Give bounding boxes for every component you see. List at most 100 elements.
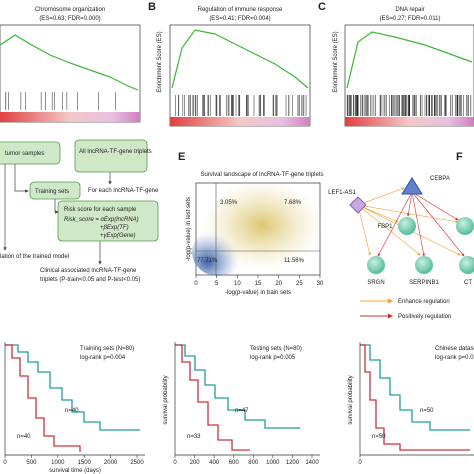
panel-title: DNA repair bbox=[395, 7, 424, 13]
formula: +γExp(Gene) bbox=[100, 233, 136, 239]
quadrant-label: 7.68% bbox=[284, 200, 302, 206]
x-tick-label: 0 bbox=[173, 460, 177, 466]
n-label: n=50 bbox=[372, 434, 386, 440]
km-plots: Training sets (N=80) log-rank p=0.004 n=40… bbox=[3, 342, 474, 474]
y-axis-label: -log(p-value) in test sets bbox=[186, 197, 192, 261]
barcode bbox=[346, 95, 472, 116]
km-curve bbox=[5, 344, 81, 452]
node-label: SRGN bbox=[367, 280, 384, 286]
panel-title: Regulation of immune response bbox=[198, 7, 283, 13]
flow-text: All lncRNA-TF-gene triplets bbox=[79, 149, 152, 155]
x-tick-label: 5 bbox=[215, 281, 219, 287]
quadrant-label: 3.05% bbox=[220, 200, 238, 206]
node-label: SERPINB1 bbox=[409, 280, 439, 286]
rank-bar bbox=[0, 112, 140, 122]
formula: +βExp(TF) bbox=[100, 225, 129, 231]
x-axis-label: survival time (days) bbox=[49, 468, 101, 474]
x-tick-label: 400 bbox=[209, 460, 220, 466]
panel-stats: (ES=0.41; FDR=0.004) bbox=[209, 16, 270, 22]
flow-arrows bbox=[3, 164, 112, 265]
flow-text: triplets (P-train<0.05 and P-test<0.05) bbox=[40, 277, 140, 283]
n-label: n=33 bbox=[187, 434, 201, 440]
x-tick-label: 10 bbox=[234, 281, 241, 287]
gene-node bbox=[459, 256, 474, 274]
panel-label: F bbox=[456, 151, 463, 163]
n-label: n=50 bbox=[420, 408, 434, 414]
tf-node bbox=[401, 177, 423, 195]
x-ticks: 0 5 10 15 20 25 30 bbox=[194, 275, 324, 287]
x-tick-label: 1000 bbox=[51, 460, 65, 466]
node-label: FBP1 bbox=[377, 224, 393, 230]
node-label: CEBPA bbox=[430, 176, 450, 182]
x-tick-label: 800 bbox=[248, 460, 259, 466]
x-tick-label: 20 bbox=[275, 281, 282, 287]
gene-node bbox=[398, 217, 416, 235]
panel-stats: (ES=0.27; FDR=0.011) bbox=[380, 16, 441, 22]
x-tick-label: 0 bbox=[194, 281, 198, 287]
km-curve bbox=[175, 344, 250, 451]
x-tick-label: 30 bbox=[317, 281, 324, 287]
panel-label: C bbox=[318, 1, 326, 13]
km-title: Training sets (N=80) bbox=[80, 346, 134, 352]
es-curve bbox=[346, 31, 473, 89]
x-axis-label: -log(p-value) in train sets bbox=[225, 290, 291, 296]
km-title: Testing sets (N=80) bbox=[250, 346, 302, 352]
x-tick-label: 15 bbox=[255, 281, 262, 287]
km-pvalue: log-rank p=0.005 bbox=[250, 355, 296, 361]
x-tick-label: 0 bbox=[3, 460, 7, 466]
node-label: LEF1-AS1 bbox=[328, 190, 356, 196]
quadrant-label: 77.71% bbox=[197, 258, 218, 264]
panel-title: Survival landscape of lncRNA-TF-gene tri… bbox=[200, 172, 323, 178]
km-title: Chinese dataset bbox=[435, 346, 474, 352]
x-tick-label: 200 bbox=[190, 460, 201, 466]
km-pvalue: log-rank p=0.004 bbox=[80, 355, 126, 361]
km-curve bbox=[5, 344, 140, 431]
scatter-cloud bbox=[192, 228, 244, 276]
legend-text: Enhance regulation bbox=[398, 299, 450, 305]
km-curve bbox=[360, 344, 470, 451]
gene-node bbox=[456, 217, 474, 235]
flow-text: Risk score for each sample bbox=[64, 207, 137, 213]
gene-node bbox=[415, 256, 433, 274]
km-curve bbox=[175, 344, 300, 429]
formula: Risk_score = αExp(lncRNA) bbox=[64, 217, 139, 223]
barcode bbox=[175, 95, 307, 116]
panel-label: B bbox=[148, 1, 156, 13]
lncrna-node bbox=[349, 196, 367, 214]
es-curve bbox=[0, 34, 139, 91]
y-axis-label: Enrichment Score (ES) bbox=[157, 31, 163, 92]
panel-title: Chromosome organization bbox=[35, 7, 105, 13]
es-curve bbox=[171, 29, 309, 89]
panel-label: E bbox=[178, 151, 185, 163]
x-tick-label: 2000 bbox=[104, 460, 118, 466]
x-tick-label: 25 bbox=[296, 281, 303, 287]
flow-text: For each lncRNA-TF-gene bbox=[88, 188, 159, 194]
km-curve bbox=[360, 344, 470, 431]
barcode bbox=[5, 92, 116, 110]
x-tick-label: 1200 bbox=[286, 460, 300, 466]
flow-text: lation of the trained model bbox=[0, 254, 69, 260]
flow-text: tumor samples bbox=[5, 151, 44, 157]
y-axis-label: survival probability bbox=[163, 375, 169, 424]
n-label: n=47 bbox=[235, 408, 249, 414]
flow-text: Training sets bbox=[35, 189, 69, 195]
node-label: CT bbox=[464, 280, 472, 286]
flow-box bbox=[57, 200, 159, 242]
flow-text: Clinical associated lncRNA-TF-gene bbox=[40, 268, 137, 274]
x-tick-label: 500 bbox=[26, 460, 37, 466]
x-tick-label: 1000 bbox=[266, 460, 280, 466]
flow-box bbox=[0, 141, 61, 165]
x-tick-label: 1400 bbox=[305, 460, 319, 466]
gene-node bbox=[367, 256, 385, 274]
x-tick-label: 2500 bbox=[130, 460, 144, 466]
y-axis-label: survival probability bbox=[348, 375, 354, 424]
x-tick-label: 600 bbox=[229, 460, 240, 466]
quadrant-label: 11.56% bbox=[284, 258, 305, 264]
x-tick-label: 0 bbox=[358, 460, 362, 466]
x-tick-label: 1500 bbox=[78, 460, 92, 466]
rank-bar bbox=[170, 117, 310, 126]
n-label: n=40 bbox=[65, 408, 79, 414]
rank-bar bbox=[345, 117, 474, 126]
legend-text: Positively regulation bbox=[398, 314, 451, 320]
